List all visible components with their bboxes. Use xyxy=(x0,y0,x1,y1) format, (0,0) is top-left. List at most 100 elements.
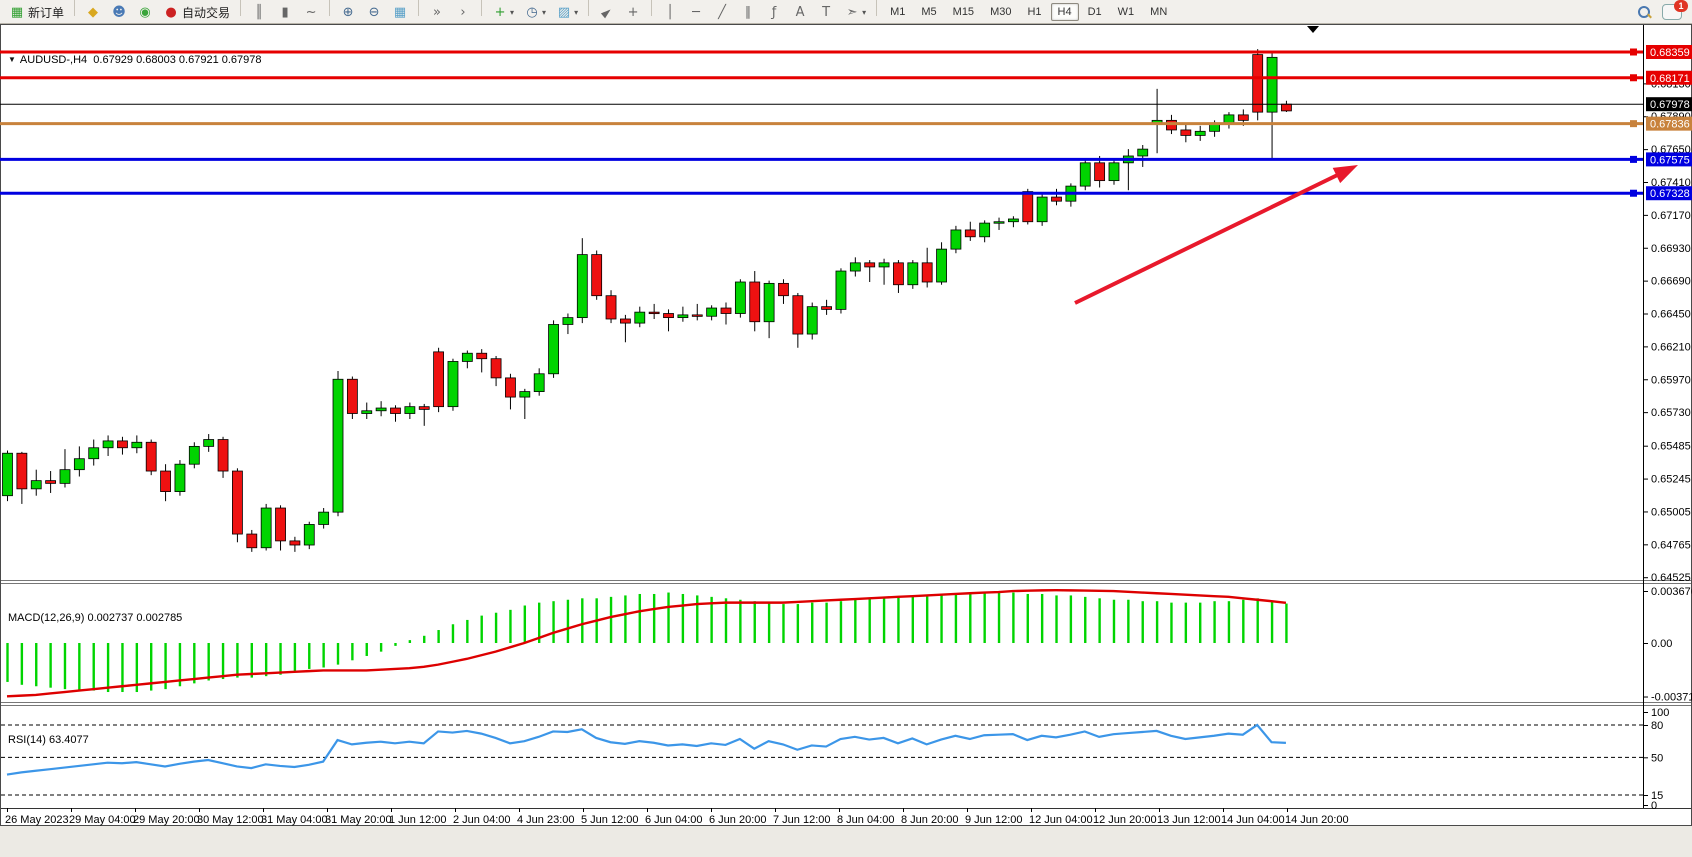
collapse-triangle-icon[interactable]: ▼ xyxy=(8,55,16,64)
dropdown-caret-icon[interactable]: ▾ xyxy=(542,8,547,17)
zoom-out-button[interactable]: ⊖ xyxy=(362,2,386,24)
axis-tick-label: 80 xyxy=(1651,720,1663,732)
chart-area[interactable]: ▼ AUDUSD-,H4 0.67929 0.68003 0.67921 0.67… xyxy=(0,24,1692,857)
signals-button[interactable]: ◉ xyxy=(133,2,157,24)
axis-tick-label: 14 Jun 04:00 xyxy=(1221,814,1285,826)
timeframe-m15[interactable]: M15 xyxy=(952,6,975,18)
axis-tick-label: 0.66210 xyxy=(1651,341,1691,353)
label-button[interactable]: T xyxy=(814,2,838,24)
periods-button[interactable]: ◷ ▾ xyxy=(520,2,550,24)
chart-line-button[interactable]: ~ xyxy=(299,2,323,24)
candle-body xyxy=(2,452,13,497)
toolbar-separator xyxy=(74,0,76,16)
candle-body xyxy=(849,262,861,272)
fibonacci-button[interactable]: ƒ xyxy=(762,2,786,24)
candle-body xyxy=(16,452,28,490)
axis-tick-label: 12 Jun 20:00 xyxy=(1093,814,1157,826)
profile-button[interactable]: ☻ xyxy=(107,2,131,24)
candle-body xyxy=(634,311,646,324)
candle-body xyxy=(648,311,660,315)
crosshair-button[interactable]: + xyxy=(621,2,645,24)
axis-tick-label: 0.67978 xyxy=(1650,99,1690,111)
candle-body xyxy=(1266,56,1278,113)
dropdown-caret-icon[interactable]: ▾ xyxy=(510,8,515,17)
candle-body xyxy=(691,314,703,317)
trendline-button[interactable]: ╱ xyxy=(710,2,734,24)
zoom-in-icon: ⊕ xyxy=(342,4,354,20)
axis-tick-label: 0.00 xyxy=(1651,638,1672,650)
axis-tick-label: 0.65730 xyxy=(1651,407,1691,419)
axis-tick-label: 0.66930 xyxy=(1651,243,1691,255)
candle-body xyxy=(418,406,430,410)
candle-body xyxy=(576,254,588,319)
chart-shift-marker xyxy=(1307,26,1319,33)
text-button[interactable]: A xyxy=(788,2,812,24)
timeframe-mn[interactable]: MN xyxy=(1150,6,1168,18)
axis-tick-label: 15 xyxy=(1651,790,1663,802)
axis-tick-label: 0.68359 xyxy=(1650,47,1690,59)
candle-body xyxy=(620,318,631,324)
chart-shift-button[interactable]: › xyxy=(451,2,475,24)
autotrade-button-label: 自动交易 xyxy=(182,6,231,20)
tile-windows-button[interactable]: ▦ xyxy=(388,2,412,24)
arrows-button[interactable]: ➣ ▾ xyxy=(840,2,870,24)
chat-icon[interactable]: 1 xyxy=(1662,0,1688,20)
axis-tick-label: 50 xyxy=(1651,752,1663,764)
chart-candles-button[interactable]: ▮ xyxy=(273,2,297,24)
candle-body xyxy=(390,407,401,414)
channel-button[interactable]: ∥ xyxy=(736,2,760,24)
axis-tick-label: 30 May 12:00 xyxy=(197,814,264,826)
timeframe-w1[interactable]: W1 xyxy=(1117,6,1135,18)
indicators-button[interactable]: + ▾ xyxy=(488,2,518,24)
level-price-box xyxy=(1646,116,1692,131)
candle-body xyxy=(993,221,1005,224)
timeframe-m1[interactable]: M1 xyxy=(890,6,906,18)
zoom-in-button[interactable]: ⊕ xyxy=(336,2,360,24)
chart-canvas[interactable]: 0.681300.678900.676500.674100.671700.669… xyxy=(0,0,1692,833)
candle-body xyxy=(375,407,387,412)
axis-tick-label: 0.66690 xyxy=(1651,276,1691,288)
axis-tick-label: 0.64765 xyxy=(1651,539,1691,551)
candle-body xyxy=(217,439,229,472)
search-icon[interactable] xyxy=(1636,4,1652,20)
candle-body xyxy=(332,378,344,513)
axis-tick-label: 12 Jun 04:00 xyxy=(1029,814,1093,826)
hline-button[interactable]: ─ xyxy=(684,2,708,24)
candle-body xyxy=(117,440,128,449)
symbol-title[interactable]: ▼ AUDUSD-,H4 0.67929 0.68003 0.67921 0.67… xyxy=(8,54,262,66)
chart-bars-button[interactable]: ║ xyxy=(247,2,271,24)
axis-tick-label: 13 Jun 12:00 xyxy=(1157,814,1221,826)
timeframe-m30[interactable]: M30 xyxy=(990,6,1012,18)
candle-body xyxy=(102,440,114,449)
timeframe-m5[interactable]: M5 xyxy=(921,6,937,18)
rsi-value: 63.4077 xyxy=(48,734,89,746)
timeframe-d1[interactable]: D1 xyxy=(1087,6,1102,18)
vline-button[interactable]: │ xyxy=(658,2,682,24)
dropdown-caret-icon[interactable]: ▾ xyxy=(574,8,579,17)
axis-tick-label: 0 xyxy=(1651,800,1657,812)
candle-body xyxy=(490,358,502,379)
templates-button[interactable]: ▨ ▾ xyxy=(552,2,582,24)
axis-tick-label: 100 xyxy=(1651,707,1669,719)
signal-icon: ◉ xyxy=(139,4,151,20)
new-order-button[interactable]: ▦ 新订单 xyxy=(5,2,68,24)
dropdown-caret-icon[interactable]: ▾ xyxy=(862,8,867,17)
candle-body xyxy=(950,229,962,250)
timeframe-h1[interactable]: H1 xyxy=(1027,6,1042,18)
candle-body xyxy=(835,270,847,310)
autotrade-button[interactable]: ● 自动交易 xyxy=(159,2,234,24)
candle-body xyxy=(907,262,919,286)
candle-body xyxy=(160,470,171,492)
rsi-line xyxy=(6,723,1286,776)
candle-body xyxy=(45,480,57,484)
level-price-box xyxy=(1646,152,1692,167)
auto-scroll-button[interactable]: » xyxy=(425,2,449,24)
timeframe-h4[interactable]: H4 xyxy=(1050,3,1079,21)
ohlc-bars-icon: ║ xyxy=(255,4,263,20)
candle-body xyxy=(1281,103,1292,112)
axis-tick-label: 0.67575 xyxy=(1650,154,1690,166)
channel-icon: ∥ xyxy=(744,4,752,20)
chat-badge: 1 xyxy=(1674,0,1688,12)
vertical-line-icon: │ xyxy=(666,4,674,20)
styler-button[interactable]: ◆ xyxy=(81,2,105,24)
